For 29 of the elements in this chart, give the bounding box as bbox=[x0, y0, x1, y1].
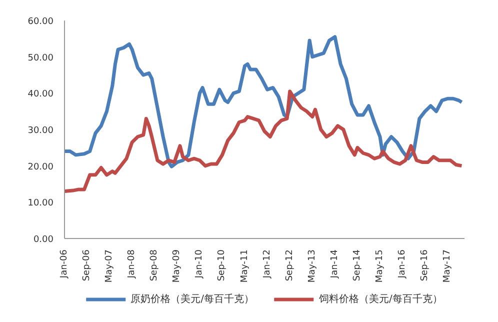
x-tick-label: Sep-14 bbox=[352, 249, 362, 282]
x-tick-label: Jan-10 bbox=[194, 249, 205, 280]
x-tick-label: May-07 bbox=[104, 249, 115, 283]
y-tick-label: 60.00 bbox=[28, 17, 54, 27]
x-tick-label: May-17 bbox=[442, 249, 453, 283]
x-tick-label: May-13 bbox=[307, 249, 318, 283]
x-tick-label: Jan-14 bbox=[330, 249, 340, 280]
line-series bbox=[64, 35, 464, 168]
y-tick-label: 0.00 bbox=[33, 235, 54, 245]
y-tick-label: 40.00 bbox=[28, 90, 54, 100]
x-tick-label: Sep-16 bbox=[420, 249, 430, 282]
x-tick-label: Jan-12 bbox=[262, 249, 272, 280]
x-tick-label: May-09 bbox=[172, 249, 182, 283]
x-tick-label: Jan-06 bbox=[60, 249, 70, 280]
y-tick-label: 50.00 bbox=[28, 53, 54, 64]
y-tick-label: 30.00 bbox=[28, 126, 54, 136]
x-tick-label: Sep-08 bbox=[150, 249, 160, 282]
x-tick-label: May-15 bbox=[374, 249, 385, 283]
x-tick-label: Sep-12 bbox=[284, 249, 295, 282]
y-tick-label: 10.00 bbox=[28, 198, 54, 209]
x-tick-label: Jan-16 bbox=[398, 249, 408, 280]
x-tick-label: Sep-10 bbox=[217, 249, 228, 282]
legend-label: 原奶价格（美元/每百千克） bbox=[130, 292, 254, 306]
y-tick-label: 20.00 bbox=[28, 162, 54, 172]
legend-label: 饲料价格（美元/每百千克） bbox=[319, 292, 442, 306]
x-tick-label: May-11 bbox=[240, 249, 250, 283]
x-tick-label: Sep-06 bbox=[82, 249, 92, 282]
line-series bbox=[64, 90, 464, 194]
x-tick-label: Jan-08 bbox=[127, 249, 138, 280]
